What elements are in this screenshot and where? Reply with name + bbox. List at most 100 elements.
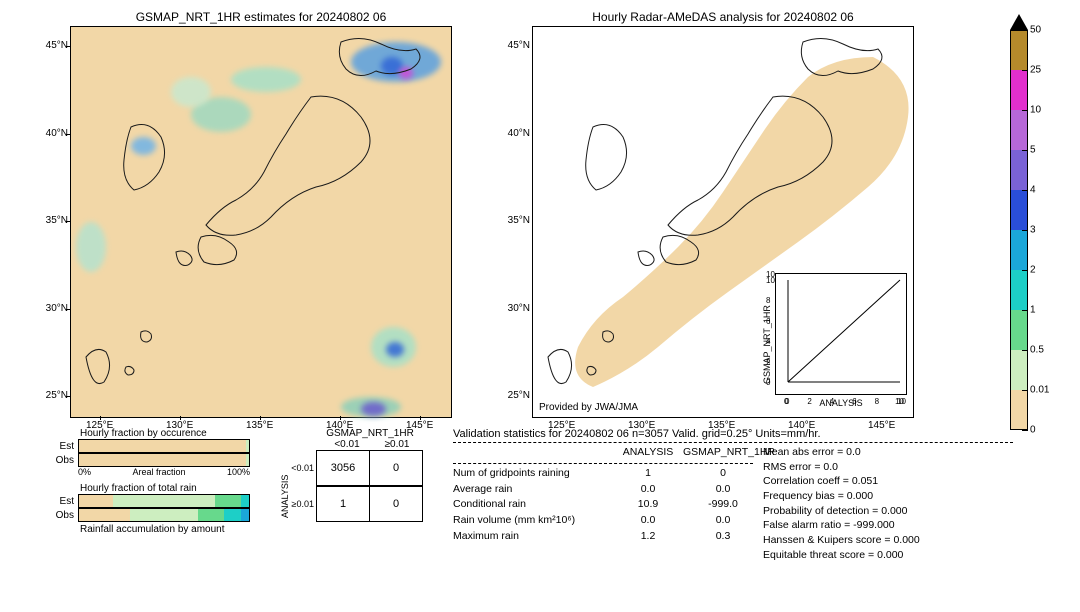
xtick-label: 145°E <box>406 420 433 431</box>
stats-row-label: Average rain <box>453 482 613 498</box>
ytick-label: 40°N <box>46 128 68 139</box>
hbar-label: Est <box>50 441 78 452</box>
stats-row-gsmap: -999.0 <box>683 497 763 513</box>
provided-by-label: Provided by JWA/JMA <box>539 402 638 413</box>
stats-row-analysis: 0.0 <box>613 513 683 529</box>
left-map-title: GSMAP_NRT_1HR estimates for 20240802 06 <box>70 10 452 24</box>
colorbar-tick: 50 <box>1030 25 1041 36</box>
ytick-label: 25°N <box>46 390 68 401</box>
hbar-group: Hourly fraction by occurence Est Obs 0% … <box>50 428 260 563</box>
stats-metric: False alarm ratio = -999.000 <box>763 518 983 533</box>
stats-row-analysis: 0.0 <box>613 482 683 498</box>
inset-scatter: ANALYSIS GSMAP_NRT_1HR 10 0 10 0 02 24 4… <box>775 273 907 395</box>
stats-row-label: Num of gridpoints raining <box>453 466 613 482</box>
hbar <box>78 508 250 522</box>
left-map <box>70 26 452 418</box>
axis-right: 100% <box>227 467 250 477</box>
ct-grid: 3056 0 <box>316 450 423 486</box>
xtick-label: 125°E <box>86 420 113 431</box>
ct-cell-11: 0 <box>370 487 423 522</box>
ytick-label: 25°N <box>508 390 530 401</box>
stats-row-analysis: 10.9 <box>613 497 683 513</box>
stats-row-label: Conditional rain <box>453 497 613 513</box>
hbar-segment <box>130 509 198 521</box>
hbar-label: Est <box>50 496 78 507</box>
hbar-segment <box>79 454 246 466</box>
ct-cell-00: 3056 <box>317 451 370 486</box>
ytick-label: 30°N <box>46 303 68 314</box>
colorbar-tick: 5 <box>1030 145 1036 156</box>
hbar-segment <box>79 440 246 452</box>
ytick-label: 45°N <box>46 40 68 51</box>
stats-row: Num of gridpoints raining 1 0 <box>453 466 763 482</box>
hbar-segment <box>224 509 241 521</box>
stats-row-gsmap: 0.0 <box>683 482 763 498</box>
xtick-label: 135°E <box>246 420 273 431</box>
hbar-segment <box>246 440 249 452</box>
hbar-label: Obs <box>50 455 78 466</box>
hbar-row: Obs <box>50 508 260 522</box>
xtick-label: 135°E <box>708 420 735 431</box>
colorbar-tick: 3 <box>1030 225 1036 236</box>
stats-row-gsmap: 0.3 <box>683 529 763 545</box>
hbar-row: Est <box>50 439 260 453</box>
hbar-segment <box>241 495 250 507</box>
hbar-segment <box>241 509 250 521</box>
ytick-label: 40°N <box>508 128 530 139</box>
colorbar-tick: 2 <box>1030 265 1036 276</box>
ytick-label: 35°N <box>508 215 530 226</box>
stats-row: Conditional rain 10.9 -999.0 <box>453 497 763 513</box>
stats-row-gsmap: 0.0 <box>683 513 763 529</box>
stats-metric: Hanssen & Kuipers score = 0.000 <box>763 533 983 548</box>
ct-cell-10: 1 <box>317 487 370 522</box>
right-map: Provided by JWA/JMA ANALYSIS GSMAP_NRT_1… <box>532 26 914 418</box>
colorbar-tick: 1 <box>1030 305 1036 316</box>
stats-metric: Probability of detection = 0.000 <box>763 504 983 519</box>
colorbar-tick: 0.5 <box>1030 345 1044 356</box>
colorbar-tick: 25 <box>1030 65 1041 76</box>
inset-xlabel: ANALYSIS <box>776 398 906 408</box>
occurrence-axis: 0% Areal fraction 100% <box>78 467 250 477</box>
stats-row: Average rain 0.0 0.0 <box>453 482 763 498</box>
totalrain-title: Hourly fraction of total rain <box>80 483 260 494</box>
xtick-label: 130°E <box>628 420 655 431</box>
hbar-label: Obs <box>50 510 78 521</box>
hbar <box>78 494 250 508</box>
ct-row-1: ≥0.01 <box>290 499 316 509</box>
axis-left: 0% <box>78 467 91 477</box>
axis-center: Areal fraction <box>132 467 185 477</box>
stats-row-analysis: 1.2 <box>613 529 683 545</box>
colorbar-arrow <box>1010 14 1028 30</box>
stats-metric: Correlation coeff = 0.051 <box>763 474 983 489</box>
ct-col-1: ≥0.01 <box>372 439 422 450</box>
stats-row: Rain volume (mm km²10⁶) 0.0 0.0 <box>453 513 763 529</box>
left-map-panel: GSMAP_NRT_1HR estimates for 20240802 06 … <box>70 10 452 418</box>
stats-col-gsmap: GSMAP_NRT_1HR <box>683 445 763 461</box>
ct-col-0: <0.01 <box>322 439 372 450</box>
colorbar-tick: 4 <box>1030 185 1036 196</box>
stats-row: Maximum rain 1.2 0.3 <box>453 529 763 545</box>
hbar-row: Obs <box>50 453 260 467</box>
colorbar: 50 25 10 5 4 3 2 1 0.5 0.01 0 <box>1010 30 1070 430</box>
ytick-label: 45°N <box>508 40 530 51</box>
ytick-label: 30°N <box>508 303 530 314</box>
hbar-segment <box>79 509 130 521</box>
colorbar-tick: 0 <box>1030 425 1036 436</box>
stats-row-gsmap: 0 <box>683 466 763 482</box>
ct-cell-01: 0 <box>370 451 423 486</box>
hbar <box>78 439 250 453</box>
xtick-label: 130°E <box>166 420 193 431</box>
hbar <box>78 453 250 467</box>
hbar-segment <box>79 495 113 507</box>
stats-metric: Mean abs error = 0.0 <box>763 445 983 460</box>
hbar-segment <box>113 495 215 507</box>
accum-caption: Rainfall accumulation by amount <box>80 524 260 535</box>
ytick-label: 35°N <box>46 215 68 226</box>
stats-metric: Equitable threat score = 0.000 <box>763 548 983 563</box>
stats-row-analysis: 1 <box>613 466 683 482</box>
ct-row-0: <0.01 <box>290 463 316 473</box>
ct-row-title: ANALYSIS <box>280 454 290 518</box>
xtick-label: 125°E <box>548 420 575 431</box>
right-map-panel: Hourly Radar-AMeDAS analysis for 2024080… <box>532 10 914 418</box>
hbar-row: Est <box>50 494 260 508</box>
